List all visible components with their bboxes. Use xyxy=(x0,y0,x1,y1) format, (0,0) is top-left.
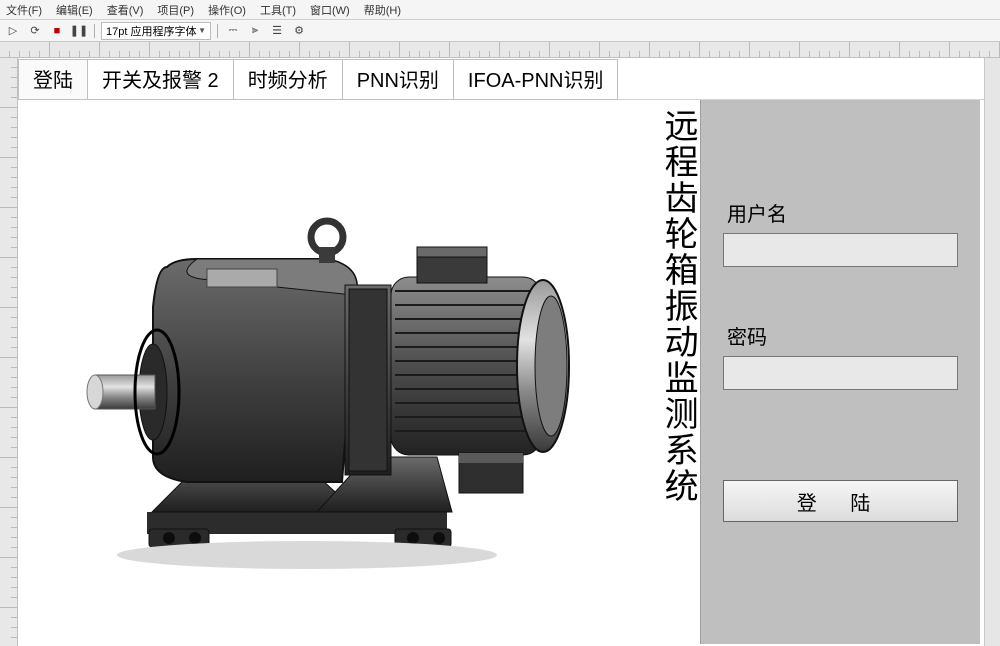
gearbox-motor-illustration xyxy=(57,157,617,587)
motor-image-pane xyxy=(20,100,654,644)
pause-icon[interactable]: ❚❚ xyxy=(70,23,88,39)
workspace: 登陆 开关及报警 2 时频分析 PNN识别 IFOA-PNN识别 xyxy=(0,58,1000,646)
menu-tools[interactable]: 工具(T) xyxy=(260,2,296,18)
tab-pnn[interactable]: PNN识别 xyxy=(342,59,454,100)
menu-operate[interactable]: 操作(O) xyxy=(208,2,246,18)
align-icon[interactable]: ⎓ xyxy=(224,23,242,39)
stop-icon[interactable]: ■ xyxy=(48,23,66,39)
vertical-system-title-text: 远程齿轮箱振动监测系统 xyxy=(655,108,699,504)
menu-window[interactable]: 窗口(W) xyxy=(310,2,350,18)
group-icon[interactable]: ⫸ xyxy=(246,23,264,39)
menu-file[interactable]: 文件(F) xyxy=(6,2,42,18)
tab-time-freq-analysis[interactable]: 时频分析 xyxy=(233,59,343,100)
menubar: 文件(F) 编辑(E) 查看(V) 项目(P) 操作(O) 工具(T) 窗口(W… xyxy=(0,0,1000,20)
ruler-vertical xyxy=(0,58,18,646)
toolbar-separator xyxy=(217,24,218,38)
vertical-system-title: 远程齿轮箱振动监测系统 xyxy=(654,100,700,644)
layers-icon[interactable]: ☰ xyxy=(268,23,286,39)
password-input[interactable] xyxy=(723,356,958,390)
scrollbar-vertical[interactable] xyxy=(984,58,1000,646)
run-continuous-icon[interactable]: ⟳ xyxy=(26,23,44,39)
username-input[interactable] xyxy=(723,233,958,267)
tab-ifoa-pnn[interactable]: IFOA-PNN识别 xyxy=(453,59,619,100)
font-selector[interactable]: 17pt 应用程序字体 ▼ xyxy=(101,22,211,40)
font-selector-text: 17pt 应用程序字体 xyxy=(106,23,196,39)
password-label: 密码 xyxy=(727,321,954,350)
username-label: 用户名 xyxy=(727,198,954,227)
toolbar-separator xyxy=(94,24,95,38)
login-button[interactable]: 登 陆 xyxy=(723,480,958,522)
menu-edit[interactable]: 编辑(E) xyxy=(56,2,93,18)
menu-help[interactable]: 帮助(H) xyxy=(364,2,401,18)
main-area: 远程齿轮箱振动监测系统 用户名 密码 登 陆 xyxy=(20,100,980,644)
tab-login[interactable]: 登陆 xyxy=(18,59,88,100)
login-panel: 用户名 密码 登 陆 xyxy=(700,100,980,644)
run-icon[interactable]: ▷ xyxy=(4,23,22,39)
tab-strip: 登陆 开关及报警 2 时频分析 PNN识别 IFOA-PNN识别 xyxy=(18,58,984,100)
menu-project[interactable]: 项目(P) xyxy=(157,2,194,18)
tab-switch-alarm[interactable]: 开关及报警 2 xyxy=(87,59,234,100)
chevron-down-icon: ▼ xyxy=(198,26,206,35)
settings-icon[interactable]: ⚙ xyxy=(290,23,308,39)
toolbar: ▷ ⟳ ■ ❚❚ 17pt 应用程序字体 ▼ ⎓ ⫸ ☰ ⚙ xyxy=(0,20,1000,42)
menu-view[interactable]: 查看(V) xyxy=(107,2,144,18)
canvas: 登陆 开关及报警 2 时频分析 PNN识别 IFOA-PNN识别 xyxy=(18,58,984,646)
ruler-horizontal xyxy=(0,42,1000,58)
